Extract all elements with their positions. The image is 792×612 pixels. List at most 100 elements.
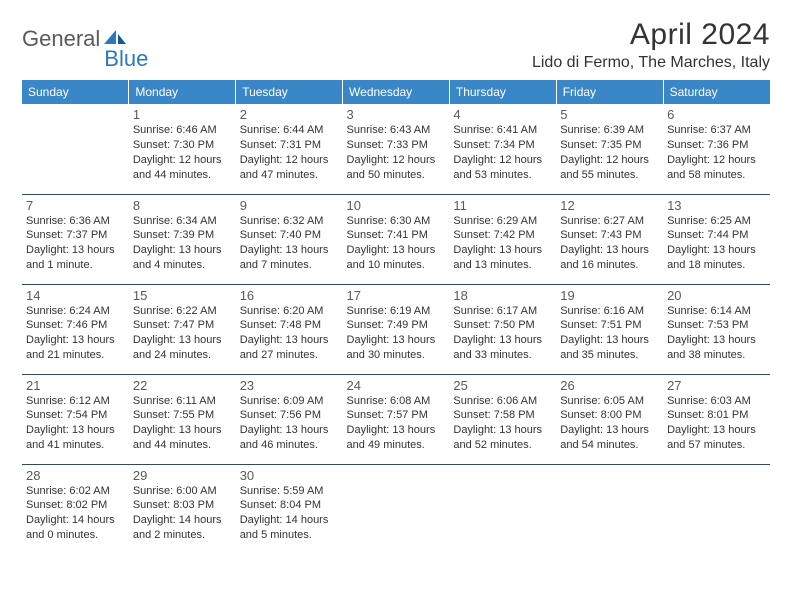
page-subtitle: Lido di Fermo, The Marches, Italy xyxy=(532,54,770,72)
day-info: Sunrise: 6:00 AMSunset: 8:03 PMDaylight:… xyxy=(133,484,232,543)
day-info: Sunrise: 6:14 AMSunset: 7:53 PMDaylight:… xyxy=(667,304,766,363)
day-number: 12 xyxy=(560,198,659,213)
calendar-row: 7Sunrise: 6:36 AMSunset: 7:37 PMDaylight… xyxy=(22,194,770,284)
day-number: 21 xyxy=(26,378,125,393)
calendar-cell: 8Sunrise: 6:34 AMSunset: 7:39 PMDaylight… xyxy=(129,194,236,284)
day-info: Sunrise: 6:24 AMSunset: 7:46 PMDaylight:… xyxy=(26,304,125,363)
day-info: Sunrise: 6:46 AMSunset: 7:30 PMDaylight:… xyxy=(133,123,232,182)
day-number: 5 xyxy=(560,107,659,122)
day-number: 18 xyxy=(453,288,552,303)
day-header: Tuesday xyxy=(236,80,343,104)
day-number: 19 xyxy=(560,288,659,303)
day-number: 27 xyxy=(667,378,766,393)
calendar-cell-empty xyxy=(22,104,129,194)
day-info: Sunrise: 6:39 AMSunset: 7:35 PMDaylight:… xyxy=(560,123,659,182)
day-number: 8 xyxy=(133,198,232,213)
day-number: 16 xyxy=(240,288,339,303)
day-info: Sunrise: 6:02 AMSunset: 8:02 PMDaylight:… xyxy=(26,484,125,543)
day-header: Wednesday xyxy=(343,80,450,104)
page-title: April 2024 xyxy=(532,18,770,52)
calendar-row: 21Sunrise: 6:12 AMSunset: 7:54 PMDayligh… xyxy=(22,374,770,464)
calendar-cell: 14Sunrise: 6:24 AMSunset: 7:46 PMDayligh… xyxy=(22,284,129,374)
calendar-cell: 5Sunrise: 6:39 AMSunset: 7:35 PMDaylight… xyxy=(556,104,663,194)
logo-text-general: General xyxy=(22,26,100,52)
day-number: 13 xyxy=(667,198,766,213)
day-number: 14 xyxy=(26,288,125,303)
day-info: Sunrise: 6:34 AMSunset: 7:39 PMDaylight:… xyxy=(133,214,232,273)
calendar-cell: 12Sunrise: 6:27 AMSunset: 7:43 PMDayligh… xyxy=(556,194,663,284)
day-info: Sunrise: 6:20 AMSunset: 7:48 PMDaylight:… xyxy=(240,304,339,363)
calendar-cell: 17Sunrise: 6:19 AMSunset: 7:49 PMDayligh… xyxy=(343,284,450,374)
calendar-cell: 25Sunrise: 6:06 AMSunset: 7:58 PMDayligh… xyxy=(449,374,556,464)
calendar-cell: 10Sunrise: 6:30 AMSunset: 7:41 PMDayligh… xyxy=(343,194,450,284)
calendar-cell: 30Sunrise: 5:59 AMSunset: 8:04 PMDayligh… xyxy=(236,464,343,554)
calendar-cell-empty xyxy=(556,464,663,554)
calendar-cell: 27Sunrise: 6:03 AMSunset: 8:01 PMDayligh… xyxy=(663,374,770,464)
day-number: 9 xyxy=(240,198,339,213)
day-number: 17 xyxy=(347,288,446,303)
day-info: Sunrise: 6:03 AMSunset: 8:01 PMDaylight:… xyxy=(667,394,766,453)
day-info: Sunrise: 6:05 AMSunset: 8:00 PMDaylight:… xyxy=(560,394,659,453)
day-number: 7 xyxy=(26,198,125,213)
day-info: Sunrise: 6:41 AMSunset: 7:34 PMDaylight:… xyxy=(453,123,552,182)
day-info: Sunrise: 6:19 AMSunset: 7:49 PMDaylight:… xyxy=(347,304,446,363)
day-number: 26 xyxy=(560,378,659,393)
title-block: April 2024 Lido di Fermo, The Marches, I… xyxy=(532,18,770,72)
calendar-cell: 21Sunrise: 6:12 AMSunset: 7:54 PMDayligh… xyxy=(22,374,129,464)
day-info: Sunrise: 6:32 AMSunset: 7:40 PMDaylight:… xyxy=(240,214,339,273)
calendar-row: 28Sunrise: 6:02 AMSunset: 8:02 PMDayligh… xyxy=(22,464,770,554)
calendar-cell: 22Sunrise: 6:11 AMSunset: 7:55 PMDayligh… xyxy=(129,374,236,464)
day-number: 3 xyxy=(347,107,446,122)
calendar-cell: 4Sunrise: 6:41 AMSunset: 7:34 PMDaylight… xyxy=(449,104,556,194)
calendar-cell: 6Sunrise: 6:37 AMSunset: 7:36 PMDaylight… xyxy=(663,104,770,194)
calendar-cell-empty xyxy=(343,464,450,554)
day-info: Sunrise: 6:43 AMSunset: 7:33 PMDaylight:… xyxy=(347,123,446,182)
day-number: 24 xyxy=(347,378,446,393)
day-info: Sunrise: 6:37 AMSunset: 7:36 PMDaylight:… xyxy=(667,123,766,182)
day-number: 11 xyxy=(453,198,552,213)
day-info: Sunrise: 6:09 AMSunset: 7:56 PMDaylight:… xyxy=(240,394,339,453)
calendar-cell-empty xyxy=(449,464,556,554)
calendar-cell: 24Sunrise: 6:08 AMSunset: 7:57 PMDayligh… xyxy=(343,374,450,464)
day-header: Saturday xyxy=(663,80,770,104)
day-info: Sunrise: 6:44 AMSunset: 7:31 PMDaylight:… xyxy=(240,123,339,182)
calendar-cell: 26Sunrise: 6:05 AMSunset: 8:00 PMDayligh… xyxy=(556,374,663,464)
day-info: Sunrise: 6:25 AMSunset: 7:44 PMDaylight:… xyxy=(667,214,766,273)
logo-text-blue: Blue xyxy=(104,46,148,72)
day-number: 30 xyxy=(240,468,339,483)
calendar-cell: 1Sunrise: 6:46 AMSunset: 7:30 PMDaylight… xyxy=(129,104,236,194)
calendar-cell: 15Sunrise: 6:22 AMSunset: 7:47 PMDayligh… xyxy=(129,284,236,374)
calendar-cell: 7Sunrise: 6:36 AMSunset: 7:37 PMDaylight… xyxy=(22,194,129,284)
day-number: 29 xyxy=(133,468,232,483)
calendar-cell: 3Sunrise: 6:43 AMSunset: 7:33 PMDaylight… xyxy=(343,104,450,194)
day-header: Monday xyxy=(129,80,236,104)
calendar-cell: 2Sunrise: 6:44 AMSunset: 7:31 PMDaylight… xyxy=(236,104,343,194)
calendar-row: 1Sunrise: 6:46 AMSunset: 7:30 PMDaylight… xyxy=(22,104,770,194)
calendar-cell: 11Sunrise: 6:29 AMSunset: 7:42 PMDayligh… xyxy=(449,194,556,284)
day-number: 4 xyxy=(453,107,552,122)
day-info: Sunrise: 6:11 AMSunset: 7:55 PMDaylight:… xyxy=(133,394,232,453)
day-header: Thursday xyxy=(449,80,556,104)
calendar-cell: 16Sunrise: 6:20 AMSunset: 7:48 PMDayligh… xyxy=(236,284,343,374)
day-header-row: Sunday Monday Tuesday Wednesday Thursday… xyxy=(22,80,770,104)
day-header: Sunday xyxy=(22,80,129,104)
calendar-cell: 28Sunrise: 6:02 AMSunset: 8:02 PMDayligh… xyxy=(22,464,129,554)
day-number: 25 xyxy=(453,378,552,393)
day-number: 20 xyxy=(667,288,766,303)
calendar-cell: 13Sunrise: 6:25 AMSunset: 7:44 PMDayligh… xyxy=(663,194,770,284)
day-number: 6 xyxy=(667,107,766,122)
day-number: 15 xyxy=(133,288,232,303)
calendar-cell: 23Sunrise: 6:09 AMSunset: 7:56 PMDayligh… xyxy=(236,374,343,464)
calendar-cell: 18Sunrise: 6:17 AMSunset: 7:50 PMDayligh… xyxy=(449,284,556,374)
day-info: Sunrise: 6:08 AMSunset: 7:57 PMDaylight:… xyxy=(347,394,446,453)
day-info: Sunrise: 6:22 AMSunset: 7:47 PMDaylight:… xyxy=(133,304,232,363)
day-info: Sunrise: 6:16 AMSunset: 7:51 PMDaylight:… xyxy=(560,304,659,363)
day-number: 2 xyxy=(240,107,339,122)
calendar-body: 1Sunrise: 6:46 AMSunset: 7:30 PMDaylight… xyxy=(22,104,770,554)
day-number: 23 xyxy=(240,378,339,393)
calendar-row: 14Sunrise: 6:24 AMSunset: 7:46 PMDayligh… xyxy=(22,284,770,374)
day-info: Sunrise: 6:17 AMSunset: 7:50 PMDaylight:… xyxy=(453,304,552,363)
day-number: 28 xyxy=(26,468,125,483)
logo: General Blue xyxy=(22,26,174,52)
day-info: Sunrise: 5:59 AMSunset: 8:04 PMDaylight:… xyxy=(240,484,339,543)
